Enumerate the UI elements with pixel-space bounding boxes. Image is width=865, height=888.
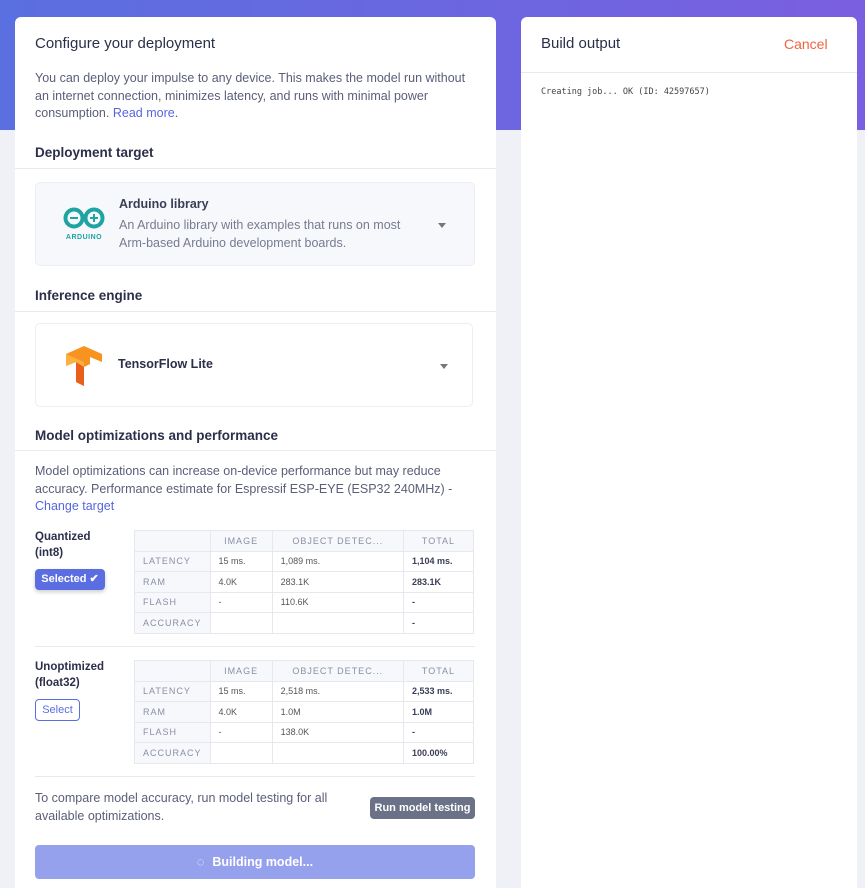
cancel-button[interactable]: Cancel [784,36,828,52]
chevron-down-icon [440,364,448,369]
build-output-title: Build output [541,35,621,52]
table-cell: - [209,721,273,743]
table-cell [209,612,273,634]
tensorflow-logo-icon [62,344,106,393]
table-cell [209,742,273,764]
table-cell: - [402,721,475,743]
table-cell: LATENCY [134,680,211,702]
table-cell: 1,089 ms. [271,550,404,572]
table-cell [271,742,404,764]
table-cell: 2,533 ms. [402,680,475,702]
deployment-target-description: An Arduino library with examples that ru… [119,218,401,250]
table-cell: LATENCY [134,550,211,572]
configure-deployment-panel: Configure your deployment You can deploy… [15,17,496,888]
selected-label: Selected [41,573,87,585]
build-output-panel: Build output Cancel Creating job... OK (… [521,17,857,888]
table-cell: 15 ms. [209,680,273,702]
table-cell: - [402,612,475,634]
table-row: RAM 4.0K 1.0M 1.0M [134,701,475,723]
table-cell: RAM [134,701,211,723]
table-row: RAM 4.0K 283.1K 283.1K [134,571,475,593]
inference-engine-header: Inference engine [35,288,143,303]
col-header: OBJECT DETEC... [271,660,404,682]
col-header: OBJECT DETEC... [271,530,404,552]
build-log: Creating job... OK (ID: 42597657) [541,87,710,97]
select-button[interactable]: Select [35,699,80,721]
inference-engine-name: TensorFlow Lite [118,357,213,371]
table-cell: 100.00% [402,742,475,764]
unoptimized-label: Unoptimized (float32) [35,659,104,691]
table-cell: - [402,591,475,613]
table-row: LATENCY 15 ms. 2,518 ms. 2,533 ms. [134,680,475,702]
building-model-button[interactable]: ◌ Building model... [35,845,475,879]
run-model-testing-button[interactable]: Run model testing [370,797,475,819]
table-row: ACCURACY 100.00% [134,742,475,764]
table-cell: 1.0M [402,701,475,723]
col-header: IMAGE [209,530,273,552]
table-cell [271,612,404,634]
table-cell: FLASH [134,721,211,743]
table-cell: ACCURACY [134,612,211,634]
arduino-logo-text: ARDUINO [65,234,103,241]
page-title: Configure your deployment [35,35,216,52]
deployment-target-header: Deployment target [35,145,154,160]
deployment-target-name: Arduino library [119,197,209,211]
model-name: Quantized [35,531,91,543]
optimizations-header: Model optimizations and performance [35,428,279,443]
model-name: Unoptimized [35,661,104,673]
model-type: (int8) [35,547,64,559]
table-cell: - [209,591,273,613]
table-row: FLASH -138.0K - [134,721,475,743]
intro-text: You can deploy your impulse to any devic… [35,71,466,120]
table-cell: 4.0K [209,701,273,723]
optimizations-description-text: Model optimizations can increase on-devi… [35,464,453,496]
col-header: IMAGE [209,660,273,682]
table-cell: 1,104 ms. [402,550,475,572]
table-cell: 15 ms. [209,550,273,572]
table-header-row: IMAGE OBJECT DETEC... TOTAL [134,530,475,552]
col-header: TOTAL [402,660,475,682]
chevron-down-icon [438,223,446,228]
arduino-logo-icon: ARDUINO [62,207,106,241]
col-header [134,660,211,682]
table-cell: 4.0K [209,571,273,593]
intro-body: You can deploy your impulse to any devic… [35,71,466,120]
quantized-table: IMAGE OBJECT DETEC... TOTAL LATENCY 15 ms. 1… [134,530,475,634]
deployment-target-select[interactable]: ARDUINO Arduino library An Arduino libra… [35,182,475,266]
optimizations-description: Model optimizations can increase on-devi… [35,463,475,516]
table-cell: FLASH [134,591,211,613]
table-cell: 138.0K [271,721,404,743]
inference-engine-select[interactable]: TensorFlow Lite [35,323,473,407]
unoptimized-table: IMAGE OBJECT DETEC... TOTAL LATENCY 15 ms. 2… [134,660,475,764]
read-more-link[interactable]: Read more [112,106,175,120]
table-header-row: IMAGE OBJECT DETEC... TOTAL [134,660,475,682]
table-cell: 283.1K [271,571,404,593]
building-model-label: Building model... [212,855,314,869]
table-cell: 110.6K [271,591,404,613]
table-cell: RAM [134,571,211,593]
table-cell: 283.1K [402,571,475,593]
table-row: LATENCY 15 ms. 1,089 ms. 1,104 ms. [134,550,475,572]
selected-button[interactable]: Selected ✔ [35,569,105,590]
quantized-label: Quantized (int8) [35,529,91,561]
check-icon: ✔ [89,573,99,585]
table-cell: 1.0M [271,701,404,723]
change-target-link[interactable]: Change target [35,499,115,513]
model-type: (float32) [35,677,80,689]
spinner-icon: ◌ [196,855,205,869]
col-header: TOTAL [402,530,475,552]
table-row: FLASH -110.6K - [134,591,475,613]
col-header [134,530,211,552]
table-cell: ACCURACY [134,742,211,764]
table-cell: 2,518 ms. [271,680,404,702]
table-row: ACCURACY - [134,612,475,634]
compare-text: To compare model accuracy, run model tes… [35,791,328,823]
